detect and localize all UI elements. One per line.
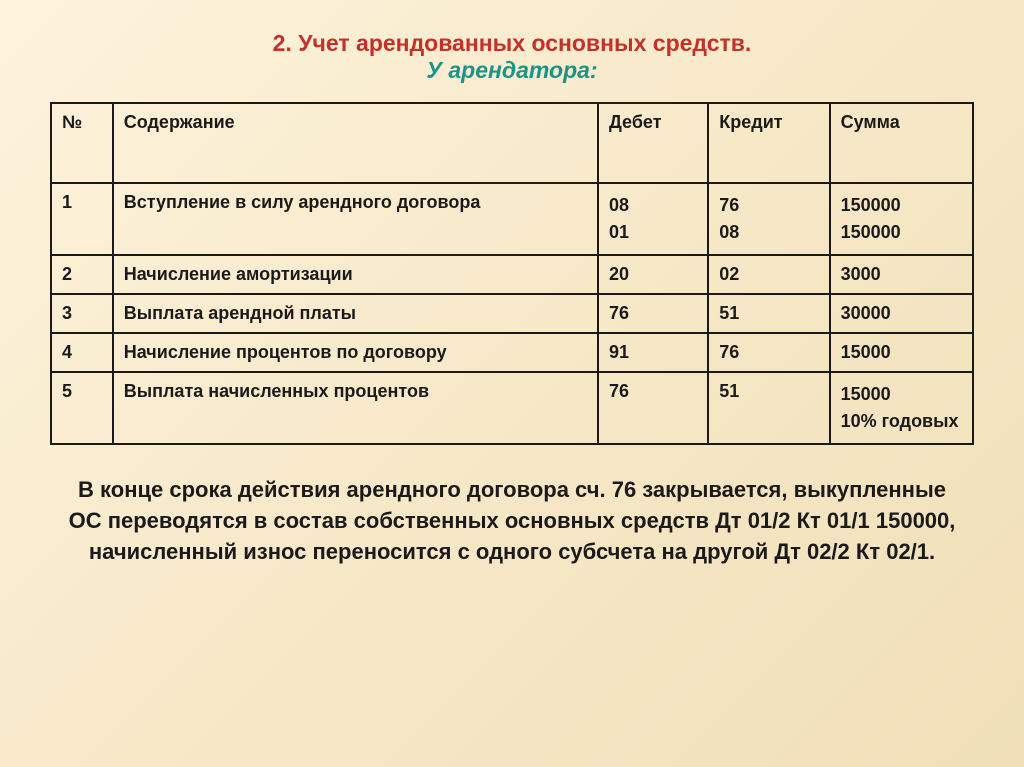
cell-num: 5 xyxy=(51,372,113,444)
cell-debit: 91 xyxy=(598,333,708,372)
cell-num: 3 xyxy=(51,294,113,333)
cell-debit: 0801 xyxy=(598,183,708,255)
cell-desc: Начисление процентов по договору xyxy=(113,333,598,372)
table-row: 3Выплата арендной платы765130000 xyxy=(51,294,973,333)
table-row: 1Вступление в силу арендного договора080… xyxy=(51,183,973,255)
cell-num: 4 xyxy=(51,333,113,372)
table-header-row: № Содержание Дебет Кредит Сумма xyxy=(51,103,973,183)
title-main: 2. Учет арендованных основных средств. xyxy=(50,30,974,57)
cell-sum: 150000150000 xyxy=(830,183,973,255)
cell-sum: 1500010% годовых xyxy=(830,372,973,444)
header-debit: Дебет xyxy=(598,103,708,183)
table-row: 4Начисление процентов по договору9176150… xyxy=(51,333,973,372)
header-num: № xyxy=(51,103,113,183)
title-sub: У арендатора: xyxy=(50,57,974,84)
cell-desc: Выплата начисленных процентов xyxy=(113,372,598,444)
cell-credit: 51 xyxy=(708,294,829,333)
table-row: 5Выплата начисленных процентов7651150001… xyxy=(51,372,973,444)
header-desc: Содержание xyxy=(113,103,598,183)
cell-desc: Выплата арендной платы xyxy=(113,294,598,333)
cell-sum: 15000 xyxy=(830,333,973,372)
footer-note: В конце срока действия арендного договор… xyxy=(50,475,974,567)
cell-debit: 20 xyxy=(598,255,708,294)
table-row: 2Начисление амортизации20023000 xyxy=(51,255,973,294)
cell-credit: 7608 xyxy=(708,183,829,255)
cell-sum: 3000 xyxy=(830,255,973,294)
cell-debit: 76 xyxy=(598,294,708,333)
cell-credit: 02 xyxy=(708,255,829,294)
cell-num: 2 xyxy=(51,255,113,294)
cell-desc: Начисление амортизации xyxy=(113,255,598,294)
cell-sum: 30000 xyxy=(830,294,973,333)
accounting-table: № Содержание Дебет Кредит Сумма 1Вступле… xyxy=(50,102,974,445)
cell-num: 1 xyxy=(51,183,113,255)
cell-debit: 76 xyxy=(598,372,708,444)
cell-credit: 51 xyxy=(708,372,829,444)
header-sum: Сумма xyxy=(830,103,973,183)
cell-credit: 76 xyxy=(708,333,829,372)
header-credit: Кредит xyxy=(708,103,829,183)
cell-desc: Вступление в силу арендного договора xyxy=(113,183,598,255)
